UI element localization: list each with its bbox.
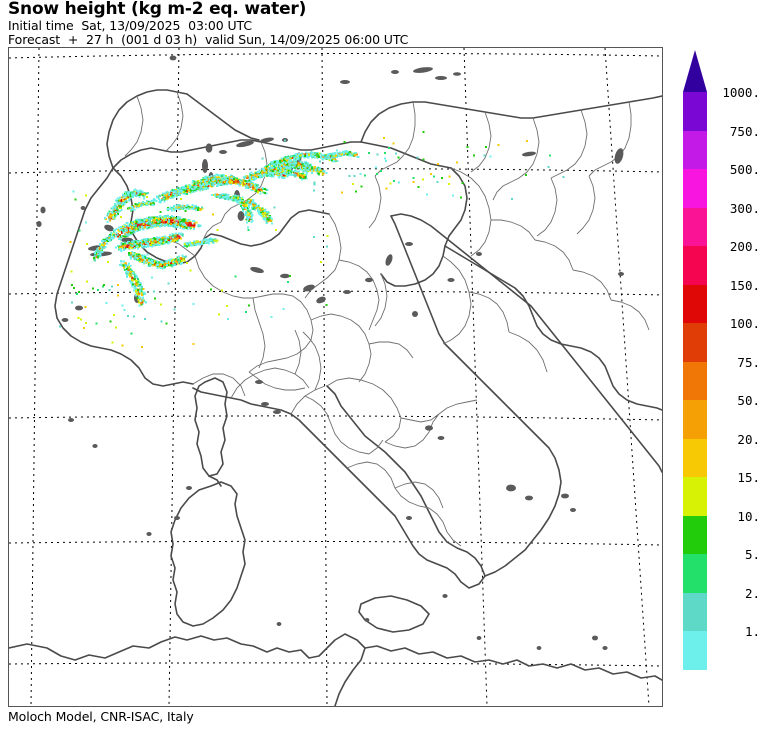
colorbar-band <box>683 207 707 247</box>
colorbar-tick-label: 750. <box>729 123 760 139</box>
snow-height-field <box>58 130 565 349</box>
colorbar-band <box>683 400 707 439</box>
terrain-marks <box>36 55 624 650</box>
colorbar-tick-label: 5. <box>744 547 760 563</box>
forecast-valid-label: Forecast + 27 h (001 d 03 h) valid Sun, … <box>8 32 409 47</box>
colorbar-bands <box>683 92 707 670</box>
colorbar-band <box>683 284 707 324</box>
colorbar-band <box>683 361 707 401</box>
model-credit: Moloch Model, CNR-ISAC, Italy <box>8 709 194 724</box>
colorbar-band <box>683 246 707 285</box>
colorbar-tick-label: 1000. <box>722 85 760 100</box>
initial-time-label: Initial time Sat, 13/09/2025 03:00 UTC <box>8 18 252 33</box>
colorbar-tick-label: 1. <box>744 624 760 640</box>
colorbar-tick-label: 10. <box>737 508 760 524</box>
colorbar-tick-label: 100. <box>729 316 760 332</box>
colorbar-tick-label: 500. <box>729 162 760 178</box>
colorbar-tick-label: 200. <box>729 239 760 255</box>
colorbar-band <box>683 130 707 170</box>
colorbar-band <box>683 92 707 131</box>
colorbar-band <box>683 554 707 593</box>
colorbar-band <box>683 438 707 478</box>
coastlines <box>9 89 662 706</box>
colorbar[interactable]: 1000. 750. 500. 300. 200. 150. 100. 75. 50. 20. 15… <box>675 50 760 675</box>
colorbar-tick-label: 50. <box>737 393 760 409</box>
chart-header: Snow height (kg m-2 eq. water) Initial t… <box>8 0 648 47</box>
colorbar-tick-label: 300. <box>729 200 760 216</box>
colorbar-tick-label: 2. <box>744 585 760 601</box>
colorbar-tick-label: 15. <box>737 470 760 486</box>
colorbar-band <box>683 169 707 208</box>
colorbar-band <box>683 515 707 555</box>
map-panel[interactable] <box>8 47 663 707</box>
colorbar-band <box>683 592 707 632</box>
colorbar-tick-label: 150. <box>729 277 760 293</box>
colorbar-band <box>683 631 707 670</box>
colorbar-tick-label: 75. <box>737 354 760 370</box>
colorbar-over-arrow <box>683 50 707 92</box>
colorbar-tick-labels: 1000. 750. 500. 300. 200. 150. 100. 75. 50. 20. 15… <box>707 50 760 675</box>
map-canvas <box>9 48 662 706</box>
colorbar-band <box>683 477 707 516</box>
colorbar-tick-label: 20. <box>737 431 760 447</box>
page-title: Snow height (kg m-2 eq. water) <box>8 0 307 19</box>
colorbar-band <box>683 323 707 362</box>
